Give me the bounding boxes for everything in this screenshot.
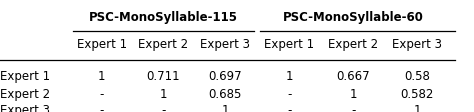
Text: -: - (161, 104, 166, 112)
Text: Expert 2: Expert 2 (138, 38, 189, 51)
Text: -: - (287, 88, 292, 101)
Text: 1: 1 (349, 88, 357, 101)
Text: Expert 3: Expert 3 (0, 104, 50, 112)
Text: -: - (287, 104, 292, 112)
Text: Expert 1: Expert 1 (264, 38, 314, 51)
Text: 1: 1 (413, 104, 421, 112)
Text: Expert 3: Expert 3 (392, 38, 442, 51)
Text: 0.697: 0.697 (209, 70, 242, 83)
Text: Expert 1: Expert 1 (77, 38, 127, 51)
Text: 0.711: 0.711 (147, 70, 180, 83)
Text: -: - (100, 88, 104, 101)
Text: 1: 1 (160, 88, 167, 101)
Text: -: - (351, 104, 356, 112)
Text: PSC-MonoSyllable-60: PSC-MonoSyllable-60 (283, 11, 424, 24)
Text: Expert 2: Expert 2 (328, 38, 378, 51)
Text: 1: 1 (285, 70, 293, 83)
Text: 0.58: 0.58 (404, 70, 430, 83)
Text: 0.667: 0.667 (337, 70, 370, 83)
Text: 1: 1 (221, 104, 229, 112)
Text: -: - (100, 104, 104, 112)
Text: 1: 1 (98, 70, 106, 83)
Text: PSC-MonoSyllable-115: PSC-MonoSyllable-115 (89, 11, 238, 24)
Text: 0.582: 0.582 (401, 88, 434, 101)
Text: Expert 1: Expert 1 (0, 70, 50, 83)
Text: Expert 3: Expert 3 (200, 38, 250, 51)
Text: Expert 2: Expert 2 (0, 88, 50, 101)
Text: 0.685: 0.685 (209, 88, 242, 101)
